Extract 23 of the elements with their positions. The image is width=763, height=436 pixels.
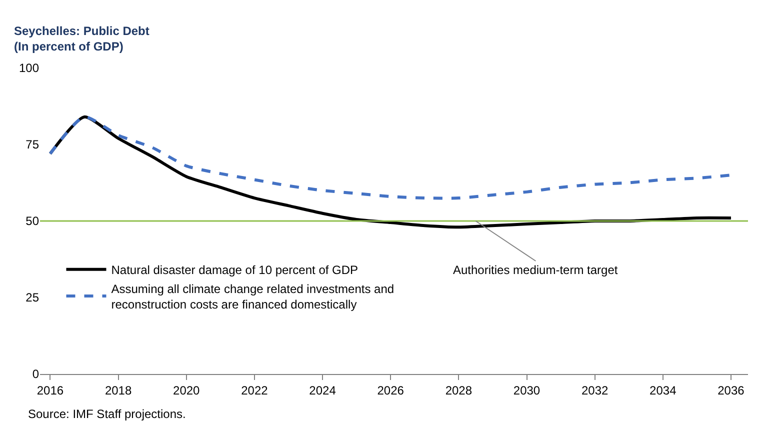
ref-line-label: Authorities medium-term target (453, 263, 618, 277)
x-tick-label: 2028 (445, 383, 472, 398)
legend-label: Assuming all climate change related investments and reconstruction costs are financed domestically (111, 282, 394, 312)
x-tick-label: 2030 (513, 383, 540, 398)
y-tick-label: 75 (26, 138, 40, 152)
x-tick-label: 2032 (581, 383, 608, 398)
source-note: Source: IMF Staff projections. (28, 407, 186, 421)
legend-label: Natural disaster damage of 10 percent of GDP (111, 263, 358, 278)
y-tick-label: 100 (18, 61, 40, 76)
x-tick-label: 2022 (241, 383, 268, 398)
x-tick-label: 2020 (173, 383, 200, 398)
x-tick-label: 2018 (104, 383, 132, 398)
x-tick-label: 2034 (650, 383, 677, 398)
x-tick-label: 2036 (718, 383, 745, 398)
chart-subtitle: (In percent of GDP) (14, 40, 124, 54)
y-tick-label: 0 (32, 367, 40, 382)
x-tick-label: 2026 (377, 383, 404, 398)
chart-title: Seychelles: Public Debt (14, 24, 150, 38)
x-tick-label: 2024 (309, 383, 336, 398)
y-tick-label: 25 (26, 290, 40, 305)
x-tick-label: 2016 (36, 383, 64, 398)
y-tick-label: 50 (26, 214, 40, 228)
line-series (48, 115, 732, 200)
